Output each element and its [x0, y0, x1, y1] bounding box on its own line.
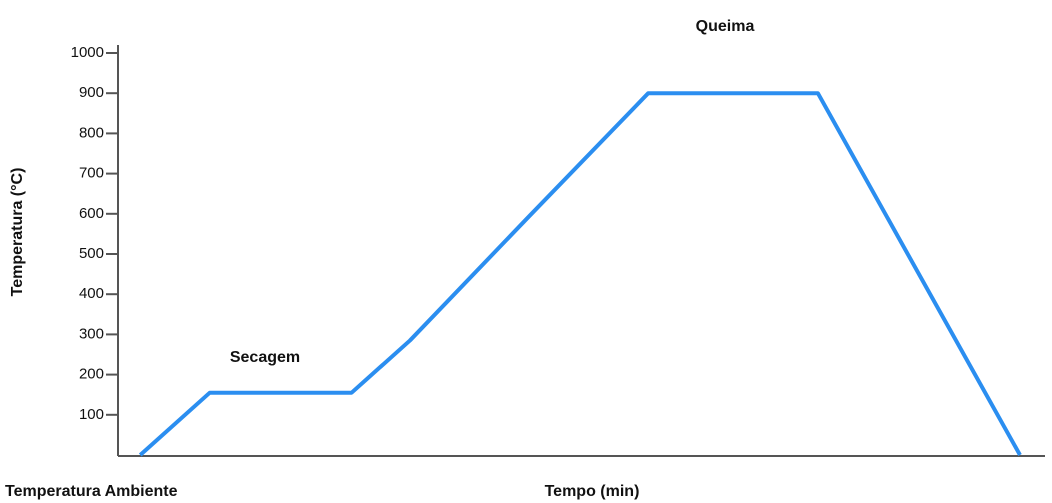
y-tick-label: 900 [79, 84, 104, 101]
y-tick-label: 400 [79, 285, 104, 302]
y-tick-label: 500 [79, 245, 104, 262]
y-tick-label: 800 [79, 124, 104, 141]
y-tick-label: 200 [79, 366, 104, 383]
annotation: Secagem [230, 349, 300, 366]
annotation: Queima [696, 18, 755, 35]
y-axis-label: Temperatura (°C) [9, 168, 26, 297]
y-tick-label: 700 [79, 165, 104, 182]
y-tick-label: 1000 [71, 44, 104, 61]
annotation: Temperatura Ambiente [5, 483, 178, 500]
y-tick-label: 600 [79, 205, 104, 222]
y-tick-label: 100 [79, 406, 104, 423]
line [138, 91, 1022, 457]
y-tick-label: 300 [79, 325, 104, 342]
x-axis-label: Tempo (min) [545, 483, 640, 500]
